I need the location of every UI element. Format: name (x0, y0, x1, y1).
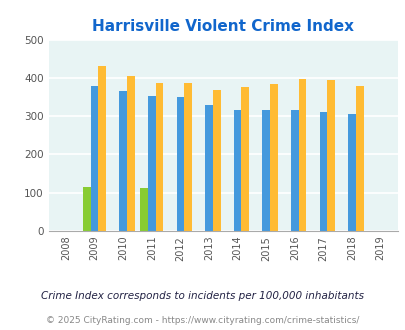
Bar (98, 66, 106, 231)
Bar (347, 114, 355, 231)
Text: © 2025 CityRating.com - https://www.cityrating.com/crime-statistics/: © 2025 CityRating.com - https://www.city… (46, 316, 359, 325)
Bar (184, 83, 192, 231)
Bar (119, 91, 127, 231)
Bar (147, 96, 155, 231)
Bar (205, 106, 212, 231)
Bar (176, 97, 184, 231)
Bar (241, 87, 249, 231)
Title: Harrisville Violent Crime Index: Harrisville Violent Crime Index (92, 19, 354, 34)
Bar (83, 187, 90, 231)
Bar (298, 79, 306, 231)
Bar (355, 85, 363, 231)
Text: Crime Index corresponds to incidents per 100,000 inhabitants: Crime Index corresponds to incidents per… (41, 291, 364, 301)
Bar (319, 112, 326, 231)
Bar (212, 90, 220, 231)
Bar (269, 84, 277, 231)
Bar (233, 111, 241, 231)
Bar (290, 111, 298, 231)
Bar (140, 188, 147, 231)
Bar (262, 111, 269, 231)
Bar (326, 80, 334, 231)
Bar (155, 83, 163, 231)
Bar (127, 76, 134, 231)
Bar (90, 86, 98, 231)
